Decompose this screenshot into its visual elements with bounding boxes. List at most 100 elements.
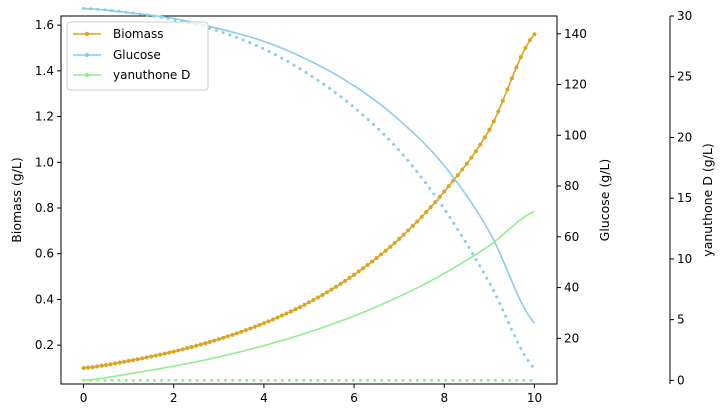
biomass-tick-label: 1.0 — [35, 155, 54, 169]
yanuthone-d-tick-label: 15 — [677, 191, 692, 205]
biomass-marker — [158, 352, 163, 357]
biomass-marker — [473, 149, 478, 154]
yanuthone-d-tick-label: 10 — [677, 252, 692, 266]
biomass-axis: 0.2 0.4 0.6 0.8 1.0 1.2 1.4 1.6 — [35, 18, 61, 352]
biomass-marker — [216, 337, 221, 342]
biomass-axis-label: Biomass (g/L) — [9, 157, 24, 242]
biomass-marker — [198, 342, 203, 347]
legend-box — [66, 21, 209, 91]
legend: Biomass Glucose yanuthone D — [66, 21, 209, 91]
biomass-marker — [500, 98, 505, 103]
biomass-marker — [297, 305, 302, 310]
biomass-marker — [99, 363, 104, 368]
biomass-marker — [320, 292, 325, 297]
legend-yanuthone-d-label: yanuthone D — [113, 68, 190, 82]
biomass-marker — [401, 232, 406, 237]
glucose-line — [83, 7, 536, 324]
biomass-marker — [509, 76, 514, 81]
biomass-marker — [415, 219, 420, 224]
biomass-marker — [225, 334, 230, 339]
biomass-marker — [383, 248, 388, 253]
yanuthone-d-tick-label: 20 — [677, 130, 692, 144]
biomass-marker — [239, 329, 244, 334]
biomass-marker — [279, 313, 284, 318]
biomass-marker — [316, 295, 321, 300]
yanuthone-d-line — [83, 210, 535, 382]
biomass-marker — [518, 54, 523, 59]
biomass-marker — [523, 45, 528, 50]
biomass-marker — [122, 359, 127, 364]
legend-glucose-marker — [84, 52, 90, 58]
biomass-marker — [180, 347, 185, 352]
biomass-marker — [464, 161, 469, 166]
series-layer — [81, 6, 537, 382]
biomass-marker — [90, 365, 95, 370]
biomass-marker — [261, 321, 266, 326]
yanuthone-d-tick-label: 0 — [677, 373, 685, 387]
biomass-marker — [302, 302, 307, 307]
biomass-marker — [455, 173, 460, 178]
x-axis: 0 2 4 6 8 10 — [80, 384, 542, 405]
yanuthone-d-tick-label: 25 — [677, 70, 692, 84]
biomass-marker — [469, 155, 474, 160]
yanuthone-d-tick-label: 30 — [677, 9, 692, 23]
biomass-marker — [189, 344, 194, 349]
legend-yanuthone-d-marker — [84, 72, 90, 78]
biomass-marker — [131, 358, 136, 363]
glucose-tick-label: 60 — [564, 230, 579, 244]
biomass-marker — [491, 119, 496, 124]
biomass-tick-label: 0.2 — [35, 338, 54, 352]
biomass-marker — [113, 361, 118, 366]
biomass-marker — [406, 228, 411, 233]
glucose-tick-label: 140 — [564, 27, 587, 41]
biomass-tick-label: 1.4 — [35, 64, 54, 78]
biomass-marker — [275, 315, 280, 320]
biomass-marker — [252, 324, 257, 329]
biomass-marker — [270, 317, 275, 322]
biomass-marker — [86, 365, 91, 370]
glucose-tick-label: 20 — [564, 331, 579, 345]
biomass-marker — [243, 328, 248, 333]
biomass-marker — [104, 363, 109, 368]
biomass-marker — [460, 167, 465, 172]
biomass-tick-label: 1.2 — [35, 110, 54, 124]
biomass-marker — [374, 256, 379, 261]
biomass-marker — [257, 323, 262, 328]
biomass-marker — [478, 142, 483, 147]
biomass-marker — [135, 357, 140, 362]
biomass-marker — [496, 109, 501, 114]
biomass-marker — [446, 184, 451, 189]
biomass-marker — [126, 358, 131, 363]
legend-glucose-label: Glucose — [113, 48, 161, 62]
yanuthone-d-tick-label: 5 — [677, 313, 685, 327]
plot-frame — [60, 15, 558, 385]
yanuthone-d-axis: 0 5 10 15 20 25 30 — [669, 9, 692, 387]
biomass-marker — [356, 269, 361, 274]
biomass-marker — [108, 362, 113, 367]
biomass-marker — [410, 223, 415, 228]
biomass-marker — [266, 319, 271, 324]
biomass-marker — [424, 210, 429, 215]
biomass-marker — [347, 275, 352, 280]
glucose-tick-label: 120 — [564, 78, 587, 92]
biomass-marker — [167, 350, 172, 355]
biomass-marker — [95, 364, 100, 369]
biomass-marker — [370, 259, 375, 264]
biomass-marker — [442, 189, 447, 194]
biomass-marker — [329, 287, 334, 292]
biomass-marker — [81, 366, 86, 370]
biomass-marker — [365, 262, 370, 267]
biomass-tick-label: 0.6 — [35, 247, 54, 261]
biomass-marker — [428, 205, 433, 210]
biomass-marker — [207, 339, 212, 344]
biomass-marker — [311, 297, 316, 302]
biomass-marker — [185, 346, 190, 351]
x-tick-label: 2 — [170, 391, 178, 405]
biomass-marker — [437, 194, 442, 199]
legend-biomass-marker — [84, 31, 90, 37]
legend-biomass-label: Biomass — [113, 27, 163, 41]
biomass-marker — [284, 311, 289, 316]
biomass-marker — [212, 338, 217, 343]
biomass-marker — [293, 307, 298, 312]
